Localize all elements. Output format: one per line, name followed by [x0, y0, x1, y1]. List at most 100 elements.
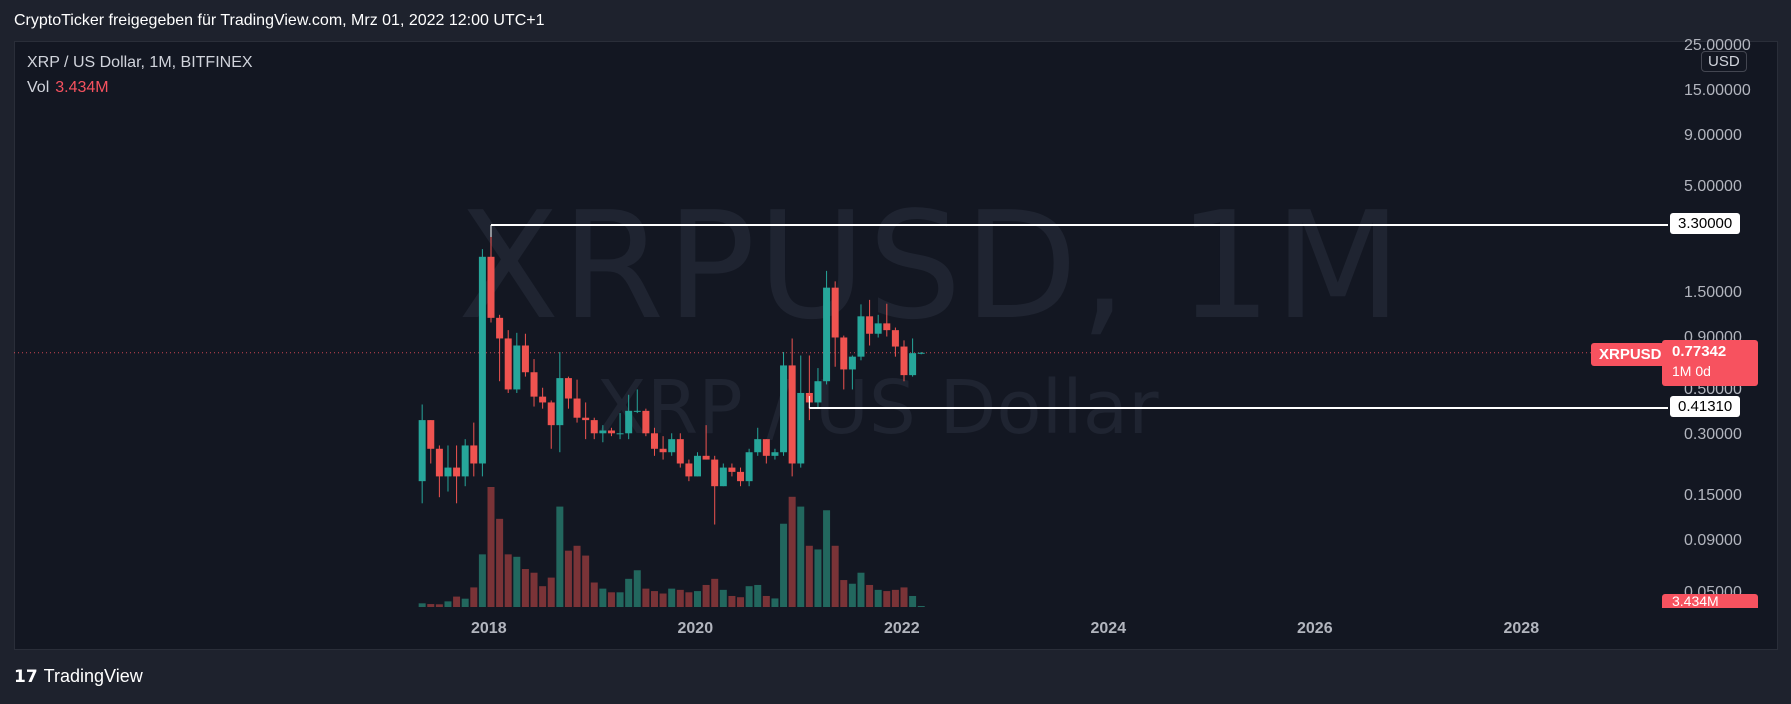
symbol-legend[interactable]: XRP / US Dollar, 1M, BITFINEX — [27, 54, 253, 71]
candle-body — [797, 392, 805, 464]
price-tick-label: 0.15000 — [1684, 487, 1742, 505]
volume-bar — [840, 580, 848, 607]
volume-bar — [702, 584, 710, 607]
bar-countdown: 1M 0d — [1672, 363, 1711, 379]
volume-bar — [461, 598, 469, 607]
volume-bar — [633, 570, 641, 607]
volume-bar — [668, 588, 676, 607]
volume-bar — [909, 595, 917, 607]
candle-body — [917, 352, 925, 354]
volume-bar — [539, 586, 547, 607]
candle-body — [831, 287, 839, 338]
price-tick-label: 0.09000 — [1684, 532, 1742, 550]
price-tick-label: 5.00000 — [1684, 178, 1742, 196]
volume-bar — [487, 487, 495, 607]
volume-bar — [496, 518, 504, 607]
volume-bar — [556, 506, 564, 607]
currency-badge[interactable]: USD — [1701, 51, 1747, 72]
footer-brand[interactable]: 17 TradingView — [14, 666, 143, 687]
price-tick-label: 0.30000 — [1684, 426, 1742, 444]
volume-bar — [848, 583, 856, 607]
volume-bar — [891, 589, 899, 607]
candle-body — [711, 459, 719, 487]
volume-bar — [797, 506, 805, 607]
volume-bar — [728, 595, 736, 607]
volume-bar — [857, 572, 865, 607]
candle-body — [513, 345, 521, 390]
volume-bar — [917, 606, 925, 607]
candle-body — [754, 439, 762, 453]
candle-body — [427, 420, 435, 449]
share-caption: CryptoTicker freigegeben für TradingView… — [14, 12, 545, 29]
horizontal-line-label-top[interactable]: 3.30000 — [1670, 213, 1741, 234]
candle-body — [564, 378, 572, 399]
candle-body — [478, 256, 486, 464]
volume-bar — [771, 598, 779, 607]
volume-bar — [599, 588, 607, 607]
candle-body — [444, 467, 452, 477]
horizontal-line-label-bottom[interactable]: 0.41310 — [1670, 396, 1741, 417]
candle-body — [633, 410, 641, 412]
volume-value-tag: 3.434M — [1662, 594, 1758, 608]
volume-bar — [418, 603, 426, 607]
candle-body — [582, 417, 590, 421]
last-price-tag: 0.77342 1M 0d — [1662, 340, 1758, 386]
volume-bar — [676, 589, 684, 607]
candle-body — [539, 396, 547, 403]
symbol-price-tag: XRPUSD — [1591, 343, 1670, 366]
volume-bar — [711, 578, 719, 607]
volume-bar — [530, 572, 538, 607]
time-tick-label: 2018 — [471, 620, 507, 637]
candle-body — [874, 323, 882, 334]
candle-body — [788, 365, 796, 464]
candle-body — [453, 467, 461, 477]
candle-body — [556, 378, 564, 426]
time-tick-label: 2026 — [1297, 620, 1333, 637]
volume-bar — [805, 545, 813, 607]
volume-bar — [866, 584, 874, 607]
volume-bar — [685, 592, 693, 607]
candle-body — [719, 467, 727, 487]
candle-body — [900, 346, 908, 376]
volume-bar — [745, 586, 753, 607]
volume-bar — [521, 569, 529, 607]
price-tick-label: 15.00000 — [1684, 81, 1751, 99]
volume-bar — [504, 554, 512, 607]
candle-body — [659, 448, 667, 453]
candle-body — [461, 445, 469, 477]
volume-bar — [737, 597, 745, 607]
volume-bar — [564, 550, 572, 607]
candle-body — [745, 452, 753, 482]
volume-bar — [573, 545, 581, 607]
candle-body — [823, 287, 831, 382]
candle-body — [702, 455, 710, 460]
volume-bar — [659, 593, 667, 607]
candle-body — [487, 256, 495, 318]
volume-bar — [435, 604, 443, 607]
candle-body — [547, 402, 555, 426]
volume-bar — [607, 592, 615, 607]
price-tick-label: 25.00000 — [1684, 36, 1751, 54]
volume-bar — [814, 549, 822, 607]
candle-body — [599, 430, 607, 434]
price-tick-label: 1.50000 — [1684, 284, 1742, 302]
candle-body — [521, 345, 529, 373]
candle-body — [607, 430, 615, 434]
price-tick-label: 9.00000 — [1684, 126, 1742, 144]
volume-bar — [831, 545, 839, 607]
candle-body — [496, 317, 504, 339]
candle-body — [848, 356, 856, 370]
candle-body — [737, 471, 745, 482]
volume-bar — [900, 587, 908, 607]
volume-bar — [823, 510, 831, 607]
volume-bar — [762, 595, 770, 607]
candle-body — [891, 330, 899, 347]
candle-body — [883, 323, 891, 331]
volume-bar — [513, 556, 521, 607]
volume-legend[interactable]: Vol 3.434M — [27, 79, 109, 97]
volume-bar — [470, 587, 478, 607]
candle-body — [857, 316, 865, 357]
volume-bar — [874, 589, 882, 607]
candle-body — [694, 455, 701, 477]
